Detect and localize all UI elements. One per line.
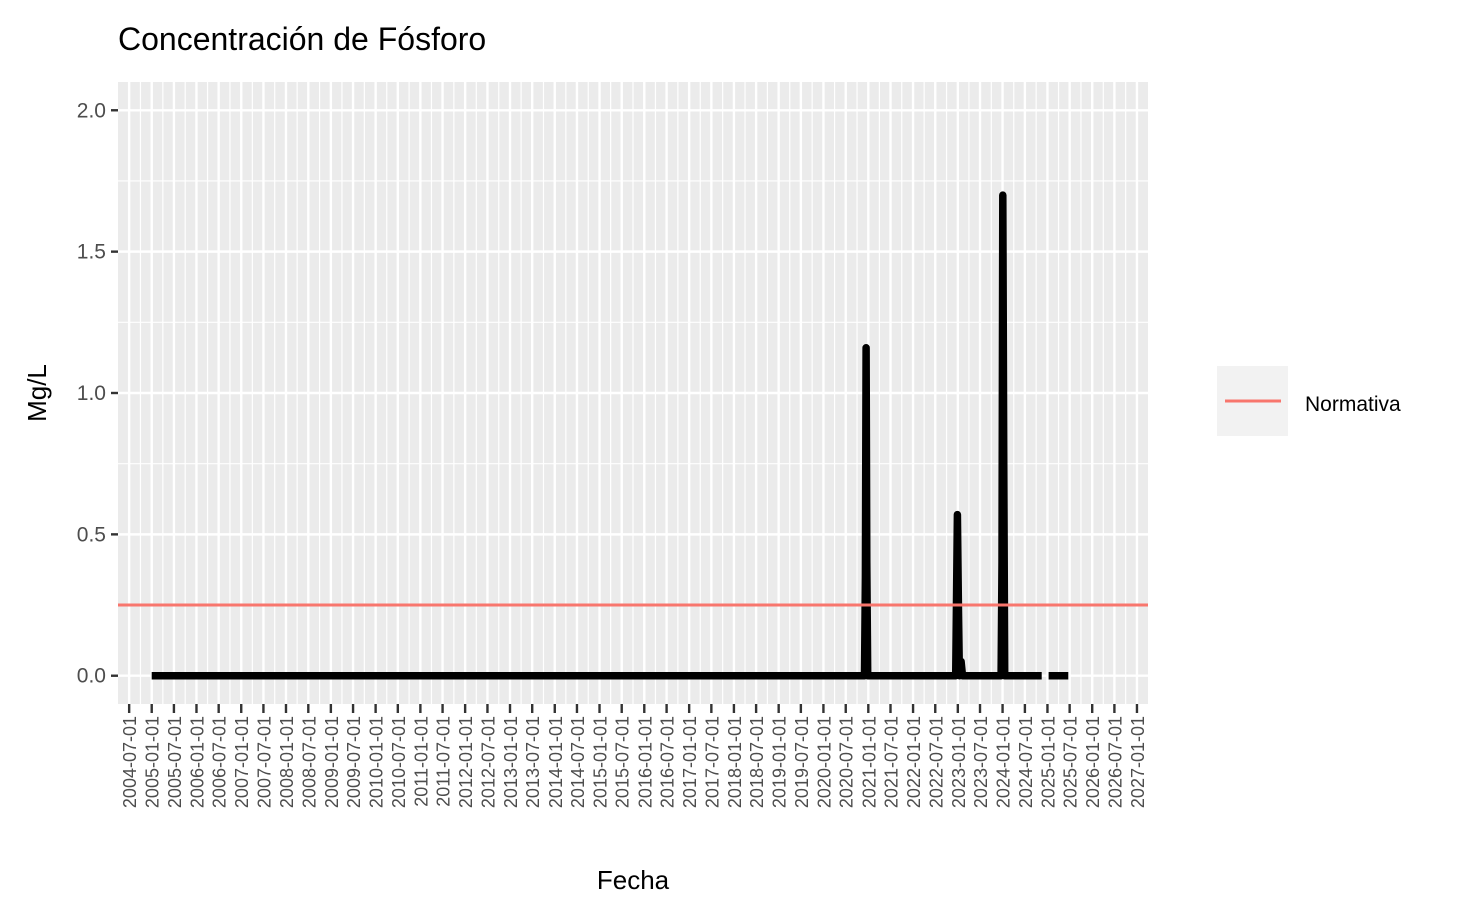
x-tick-label-11: 2010-01-01 [367,716,387,808]
x-tick-label-1: 2005-01-01 [143,716,163,808]
x-tick-label-36: 2022-07-01 [926,716,946,808]
x-tick-label-2: 2005-07-01 [165,716,185,808]
series-layer [118,191,1148,680]
x-tick-label-8: 2008-07-01 [299,716,319,808]
x-tick-label-18: 2013-07-01 [523,716,543,808]
x-tick-label-35: 2022-01-01 [904,716,924,808]
x-tick-label-14: 2011-07-01 [434,716,454,807]
chart-title: Concentración de Fósforo [118,21,486,57]
y-axis: 0.0 0.5 1.0 1.5 2.0 [77,99,118,688]
x-tick-label-9: 2009-01-01 [322,716,342,808]
x-tick-label-0: 2004-07-01 [120,716,140,808]
x-tick-label-40: 2024-07-01 [1016,716,1036,808]
x-tick-label-32: 2020-07-01 [837,716,857,808]
x-tick-label-12: 2010-07-01 [389,716,409,808]
x-tick-label-28: 2018-07-01 [747,716,767,808]
x-tick-label-4: 2006-07-01 [210,716,230,808]
x-tick-label-30: 2019-07-01 [792,716,812,808]
x-tick-label-42: 2025-07-01 [1061,716,1081,808]
x-tick-label-27: 2018-01-01 [725,716,745,808]
x-tick-label-31: 2020-01-01 [814,716,834,808]
y-tick-label-0: 0.0 [77,665,106,688]
x-tick-label-15: 2012-01-01 [456,716,476,808]
x-tick-label-22: 2015-07-01 [613,716,633,808]
x-tick-label-6: 2007-07-01 [254,716,274,808]
x-tick-label-7: 2008-01-01 [277,716,297,808]
x-tick-label-16: 2012-07-01 [478,716,498,808]
x-axis: 2004-07-01 2005-01-01 2005-07-01 2006-01-01… [120,704,1148,808]
x-tick-label-34: 2021-07-01 [882,716,902,808]
x-tick-label-41: 2025-01-01 [1038,716,1058,808]
x-tick-label-37: 2023-01-01 [949,716,969,808]
x-tick-label-19: 2014-01-01 [546,716,566,808]
y-tick-label-4: 2.0 [77,99,106,122]
x-tick-label-26: 2017-07-01 [702,716,722,808]
x-tick-label-5: 2007-01-01 [232,716,252,808]
x-tick-label-24: 2016-07-01 [658,716,678,808]
y-tick-label-1: 0.5 [77,523,106,546]
legend: Normativa [1217,366,1401,436]
x-tick-label-21: 2015-01-01 [591,716,611,808]
y-axis-title: Mg/L [22,364,52,422]
x-tick-label-43: 2026-01-01 [1083,716,1103,808]
x-tick-label-23: 2016-01-01 [635,716,655,808]
legend-label-normativa: Normativa [1305,393,1401,416]
x-axis-title: Fecha [597,865,670,895]
x-tick-label-20: 2014-07-01 [568,716,588,808]
y-tick-label-3: 1.5 [77,241,106,264]
x-tick-label-29: 2019-01-01 [770,716,790,808]
x-tick-label-10: 2009-07-01 [344,716,364,808]
x-tick-label-45: 2027-01-01 [1128,716,1148,808]
x-tick-label-38: 2023-07-01 [971,716,991,808]
y-tick-label-2: 1.0 [77,382,106,405]
x-tick-label-13: 2011-01-01 [411,716,431,807]
x-tick-label-17: 2013-01-01 [501,716,521,808]
x-tick-label-39: 2024-01-01 [994,716,1014,808]
x-tick-label-25: 2017-01-01 [680,716,700,808]
x-tick-label-33: 2021-01-01 [859,716,879,808]
x-tick-label-44: 2026-07-01 [1105,716,1125,808]
x-tick-label-3: 2006-01-01 [187,716,207,808]
